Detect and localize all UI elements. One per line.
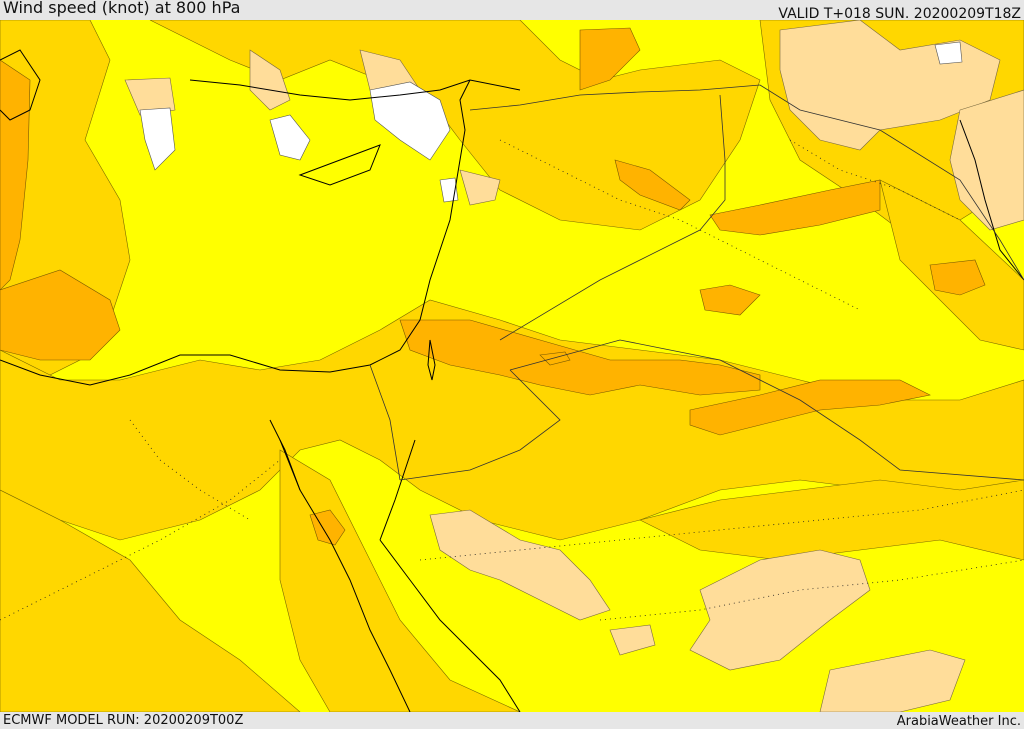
- border-jordan-saudi: [399, 369, 561, 481]
- border-turkey-syria: [469, 84, 761, 111]
- band-white-aegean: [139, 107, 176, 171]
- coastline-levant-north: [454, 79, 471, 191]
- band-white-turkey: [369, 81, 451, 161]
- band-gold-south-west: [0, 489, 301, 712]
- valid-time: VALID T+018 SUN. 20200209T18Z: [778, 6, 1021, 22]
- coastline-aqaba: [379, 439, 416, 541]
- border-iraq-iran: [759, 84, 1024, 281]
- band-pale-red-sea: [609, 624, 656, 656]
- band-orange-saudi-north: [689, 379, 931, 436]
- coastline-suez: [269, 419, 301, 491]
- admin-line-iran: [789, 139, 961, 221]
- band-white-ne: [934, 41, 963, 65]
- band-pale-saudi-c: [819, 649, 966, 712]
- admin-dotted-layer: [0, 139, 1024, 621]
- footer-bar: ECMWF MODEL RUN: 20200209T00Z ArabiaWeat…: [0, 712, 1024, 729]
- band-pale-cyprus-area: [124, 77, 176, 116]
- coastline-cyprus: [298, 144, 381, 186]
- header-bar: Wind speed (knot) at 800 hPa VALID T+018…: [0, 0, 1024, 22]
- border-layer: [369, 84, 1024, 481]
- band-orange-small: [539, 351, 571, 366]
- band-pale-lebanon: [459, 169, 501, 206]
- border-syria-iraq: [499, 94, 726, 341]
- coastline-layer: [0, 49, 1024, 712]
- band-white-layer: [139, 41, 963, 203]
- model-run: ECMWF MODEL RUN: 20200209T00Z: [3, 713, 244, 728]
- coastline-dead-sea: [427, 339, 436, 381]
- band-orange-east: [929, 259, 986, 296]
- band-white-cyprus: [269, 114, 311, 161]
- band-pale-layer: [124, 20, 1024, 712]
- band-gold-red-sea: [279, 449, 521, 712]
- band-orange-jordan: [399, 319, 761, 396]
- coastline-med-south: [0, 189, 456, 386]
- band-orange-syria: [614, 159, 691, 211]
- border-egypt-israel: [369, 364, 401, 481]
- admin-line-egypt: [0, 459, 281, 621]
- coastline-red-sea-east: [379, 539, 521, 712]
- band-pale-saudi-b: [689, 549, 871, 671]
- band-pale-iran-east: [949, 89, 1024, 231]
- band-orange-north: [579, 27, 641, 91]
- coastline-turkey-south: [189, 79, 521, 101]
- band-gold-south-east: [639, 479, 1024, 561]
- band-orange-sinai-spot: [309, 509, 346, 546]
- coastline-gulf: [959, 119, 1024, 281]
- admin-line-saudi-a: [419, 489, 1024, 561]
- coastline-aegean: [0, 49, 41, 121]
- band-orange-west-low: [0, 269, 121, 361]
- border-iraq-saudi: [509, 339, 1024, 481]
- wind-speed-map: [0, 20, 1024, 712]
- band-orange-layer: [0, 27, 986, 546]
- band-pale-turkey: [249, 49, 291, 111]
- map-canvas: [0, 20, 1024, 712]
- band-orange-gulf-spot: [699, 284, 761, 316]
- credit: ArabiaWeather Inc.: [896, 714, 1021, 729]
- band-pale-saudi-a: [429, 509, 611, 621]
- band-orange-iraq: [709, 179, 881, 236]
- map-title: Wind speed (knot) at 800 hPa: [3, 0, 241, 17]
- admin-line-sinai: [129, 419, 251, 521]
